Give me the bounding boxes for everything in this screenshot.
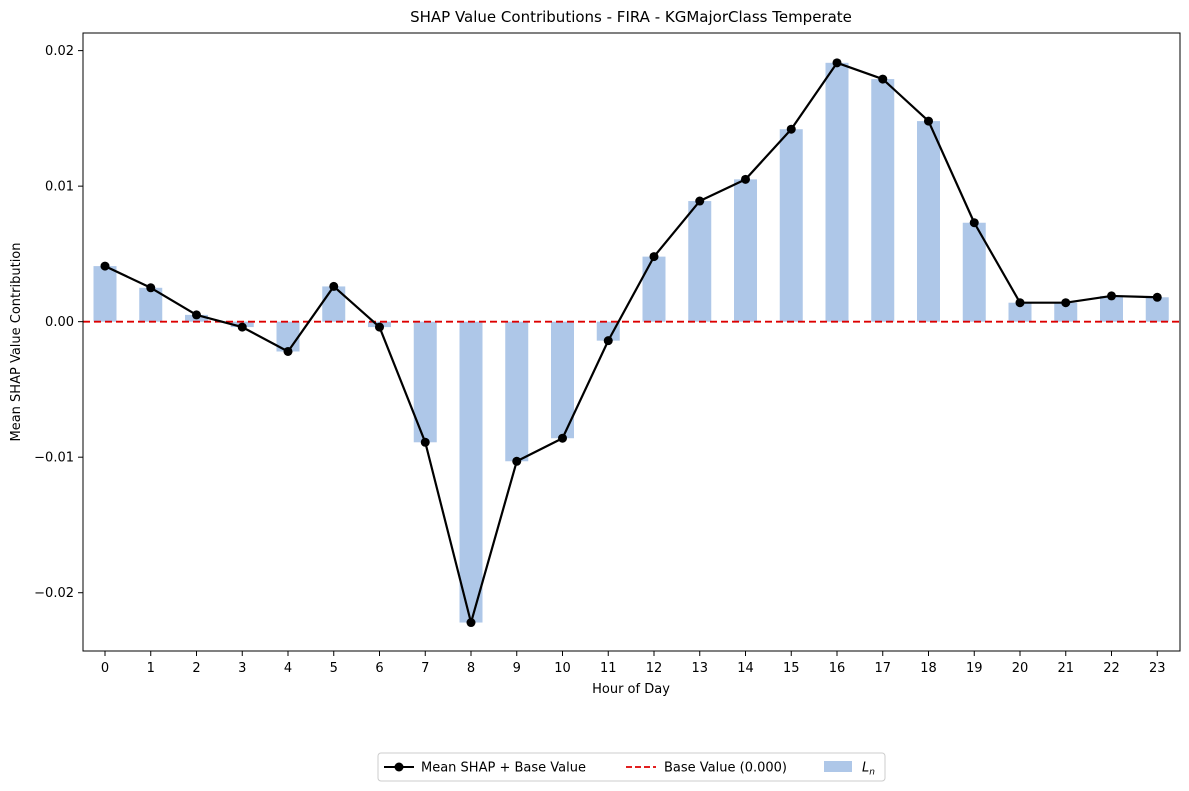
bar-hour-12 xyxy=(642,256,666,322)
point-hour-8 xyxy=(466,618,476,628)
bars-layer xyxy=(93,62,1169,623)
x-tick-label: 19 xyxy=(966,661,983,676)
point-hour-14 xyxy=(741,174,750,184)
point-hour-21 xyxy=(1061,298,1071,308)
point-hour-4 xyxy=(283,346,293,356)
point-hour-7 xyxy=(420,437,430,447)
point-hour-23 xyxy=(1152,292,1162,302)
x-tick-label: 13 xyxy=(691,661,708,676)
x-tick-label: 9 xyxy=(513,661,521,676)
x-tick-label: 11 xyxy=(600,661,617,676)
x-tick-label: 5 xyxy=(330,661,338,676)
x-tick-label: 22 xyxy=(1103,661,1120,676)
point-hour-17 xyxy=(878,74,888,84)
bar-hour-13 xyxy=(688,201,712,322)
x-tick-label: 18 xyxy=(920,661,937,676)
point-hour-5 xyxy=(329,281,339,291)
point-hour-12 xyxy=(649,252,659,262)
y-tick-label: −0.01 xyxy=(34,451,74,466)
point-hour-10 xyxy=(558,433,567,443)
point-hour-2 xyxy=(192,310,201,320)
bar-hour-8 xyxy=(459,321,483,623)
legend-label-ln: Ln xyxy=(862,761,875,778)
point-hour-20 xyxy=(1015,298,1025,308)
point-hour-16 xyxy=(832,58,842,68)
x-tick-label: 2 xyxy=(192,661,200,676)
legend-label-mean-shap: Mean SHAP + Base Value xyxy=(421,761,586,776)
point-hour-11 xyxy=(603,336,613,346)
x-tick-label: 1 xyxy=(147,661,155,676)
bar-hour-23 xyxy=(1145,297,1169,322)
x-tick-label: 16 xyxy=(829,661,846,676)
bar-hour-7 xyxy=(413,321,437,443)
mean-shap-line xyxy=(104,61,1158,624)
y-tick-label: −0.02 xyxy=(34,586,74,601)
y-axis: −0.02 −0.01 0.00 0.01 0.02 xyxy=(34,44,83,601)
x-tick-label: 20 xyxy=(1012,661,1029,676)
y-tick-label: 0.01 xyxy=(45,180,74,195)
bar-hour-20 xyxy=(1008,302,1032,322)
bar-hour-11 xyxy=(596,321,620,341)
bar-hour-5 xyxy=(322,286,346,322)
bar-hour-0 xyxy=(93,266,117,322)
y-axis-label: Mean SHAP Value Contribution xyxy=(9,243,24,442)
x-tick-label: 3 xyxy=(238,661,246,676)
x-tick-label: 21 xyxy=(1057,661,1074,676)
point-hour-0 xyxy=(100,261,110,271)
point-hour-13 xyxy=(695,196,705,206)
bar-hour-10 xyxy=(551,321,574,439)
legend-patch-swatch xyxy=(824,761,852,772)
x-tick-label: 4 xyxy=(284,661,292,676)
point-hour-19 xyxy=(969,218,979,228)
legend-label-base-value: Base Value (0.000) xyxy=(664,761,787,776)
x-tick-label: 6 xyxy=(375,661,383,676)
bar-hour-16 xyxy=(825,62,849,322)
x-tick-label: 14 xyxy=(737,661,754,676)
point-hour-6 xyxy=(375,322,384,332)
bar-hour-17 xyxy=(871,79,895,322)
x-axis-label: Hour of Day xyxy=(592,682,670,697)
point-hour-3 xyxy=(237,322,247,332)
bar-hour-19 xyxy=(962,222,986,322)
point-hour-1 xyxy=(146,283,156,293)
x-tick-label: 12 xyxy=(646,661,663,676)
x-tick-label: 15 xyxy=(783,661,800,676)
bar-hour-14 xyxy=(734,179,757,322)
bar-hour-21 xyxy=(1054,302,1078,322)
point-hour-15 xyxy=(786,124,796,134)
point-hour-18 xyxy=(924,116,933,126)
bar-hour-9 xyxy=(505,321,529,462)
chart-title: SHAP Value Contributions - FIRA - KGMajo… xyxy=(410,8,852,26)
bar-hour-18 xyxy=(917,121,940,322)
x-tick-label: 10 xyxy=(554,661,571,676)
y-tick-label: 0.00 xyxy=(45,315,74,330)
bar-hour-1 xyxy=(139,287,163,322)
line-layer xyxy=(100,58,1162,628)
x-tick-label: 0 xyxy=(101,661,109,676)
x-tick-label: 23 xyxy=(1149,661,1166,676)
x-tick-label: 8 xyxy=(467,661,475,676)
bar-hour-22 xyxy=(1100,295,1123,322)
point-hour-9 xyxy=(512,456,522,466)
bar-hour-15 xyxy=(779,129,803,322)
legend-marker-swatch xyxy=(394,762,404,772)
plot-frame xyxy=(82,32,1181,652)
x-tick-label: 7 xyxy=(421,661,429,676)
x-tick-label: 17 xyxy=(874,661,891,676)
legend: Mean SHAP + Base Value Base Value (0.000… xyxy=(377,752,886,782)
y-tick-label: 0.02 xyxy=(45,44,74,59)
point-hour-22 xyxy=(1107,291,1116,301)
x-axis: 0 1 2 3 4 5 6 7 8 9 10 11 12 13 14 15 16 17 18 19 20 21 22 23 xyxy=(101,651,1166,676)
